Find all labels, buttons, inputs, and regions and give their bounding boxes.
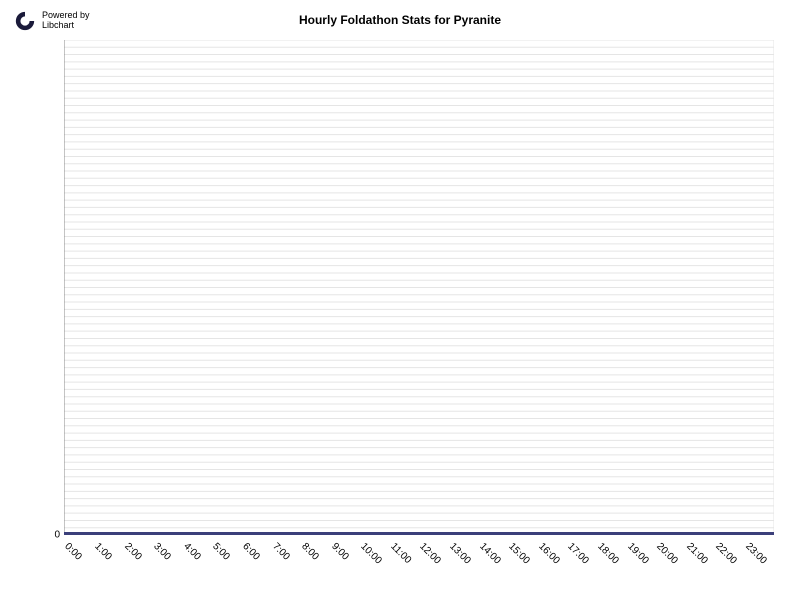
- x-tick-label: 9:00: [329, 541, 351, 563]
- x-tick-label: 20:00: [654, 541, 679, 566]
- x-tick-label: 6:00: [240, 541, 262, 563]
- x-tick-label: 0:00: [63, 541, 85, 563]
- x-tick-label: 14:00: [477, 541, 502, 566]
- x-tick-label: 13:00: [447, 541, 472, 566]
- x-tick-label: 18:00: [595, 541, 620, 566]
- x-tick-label: 7:00: [270, 541, 292, 563]
- x-tick-label: 16:00: [536, 541, 561, 566]
- x-tick-label: 15:00: [506, 541, 531, 566]
- x-tick-label: 23:00: [743, 541, 768, 566]
- x-tick-label: 19:00: [625, 541, 650, 566]
- x-tick-label: 8:00: [299, 541, 321, 563]
- x-tick-label: 5:00: [211, 541, 233, 563]
- x-tick-label: 17:00: [566, 541, 591, 566]
- x-tick-label: 3:00: [151, 541, 173, 563]
- y-tick-label: 0: [54, 530, 60, 541]
- x-tick-label: 21:00: [684, 541, 709, 566]
- x-tick-label: 10:00: [358, 541, 383, 566]
- x-tick-label: 4:00: [181, 541, 203, 563]
- x-tick-label: 1:00: [92, 541, 114, 563]
- x-tick-label: 2:00: [122, 541, 144, 563]
- x-tick-label: 22:00: [713, 541, 738, 566]
- x-tick-label: 11:00: [388, 541, 413, 566]
- chart-svg: [64, 40, 774, 535]
- x-tick-label: 12:00: [418, 541, 443, 566]
- chart-plot-area: [64, 40, 774, 535]
- chart-title: Hourly Foldathon Stats for Pyranite: [0, 13, 800, 27]
